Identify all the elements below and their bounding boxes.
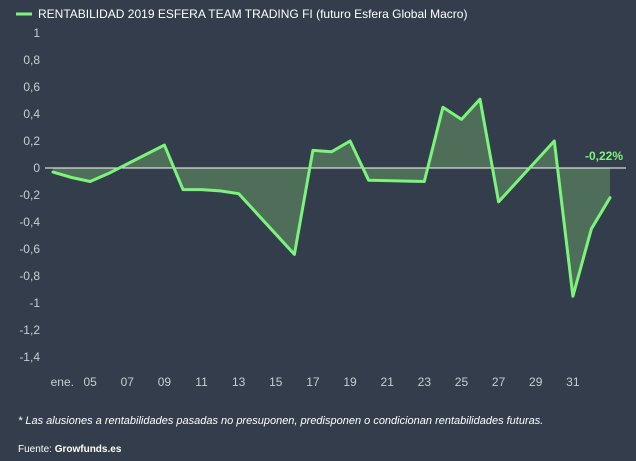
plot-area: -0,22% xyxy=(45,97,626,298)
series-area xyxy=(53,99,610,297)
data-point xyxy=(348,139,352,143)
last-value-label: -0,22% xyxy=(585,149,623,163)
y-tick-label: -1,4 xyxy=(19,350,40,364)
data-point xyxy=(88,180,92,184)
y-tick-label: -0,4 xyxy=(19,215,40,229)
y-tick-label: -0,6 xyxy=(19,242,40,256)
x-tick-label: 27 xyxy=(492,375,506,389)
source-line: Fuente: Growfunds.es xyxy=(18,444,121,455)
data-point xyxy=(478,97,482,101)
y-tick-label: 1 xyxy=(33,26,40,40)
y-tick-label: 0,4 xyxy=(23,107,40,121)
y-tick-label: -1,2 xyxy=(19,323,40,337)
y-tick-label: 0,6 xyxy=(23,80,40,94)
data-point xyxy=(311,148,315,152)
data-point xyxy=(459,117,463,121)
data-point xyxy=(292,252,296,256)
x-tick-label: 05 xyxy=(83,375,97,389)
x-tick-label: 15 xyxy=(269,375,283,389)
data-point xyxy=(497,200,501,204)
x-tick-label: 19 xyxy=(343,375,357,389)
data-point xyxy=(608,196,612,200)
y-axis: 1 0,8 0,6 0,4 0,2 0 -0,2 -0,4 -0,6 -0,8 -1 -1,2 -1,4 xyxy=(19,26,40,364)
x-tick-label: ene. xyxy=(51,375,74,389)
data-point xyxy=(200,188,204,192)
data-point xyxy=(70,175,74,179)
data-point xyxy=(552,139,556,143)
data-point xyxy=(181,188,185,192)
data-point xyxy=(571,294,575,298)
y-tick-label: 0,8 xyxy=(23,53,40,67)
x-tick-label: 21 xyxy=(381,375,395,389)
x-tick-label: 29 xyxy=(529,375,543,389)
data-point xyxy=(330,150,334,154)
data-point xyxy=(367,178,371,182)
y-tick-label: 0,2 xyxy=(23,134,40,148)
y-tick-label: -1 xyxy=(29,296,40,310)
data-point xyxy=(422,180,426,184)
x-axis: ene. 05 07 09 11 13 15 17 19 21 23 25 27 29 31 xyxy=(51,375,580,389)
data-point xyxy=(51,170,55,174)
x-tick-label: 23 xyxy=(418,375,432,389)
x-tick-label: 13 xyxy=(232,375,246,389)
data-point xyxy=(237,192,241,196)
x-tick-label: 31 xyxy=(566,375,580,389)
y-tick-label: 0 xyxy=(33,161,40,175)
x-tick-label: 17 xyxy=(306,375,320,389)
data-point xyxy=(441,105,445,109)
legend-label: RENTABILIDAD 2019 ESFERA TEAM TRADING FI… xyxy=(38,7,467,21)
series-line xyxy=(51,97,612,298)
x-tick-label: 25 xyxy=(455,375,469,389)
data-point xyxy=(107,171,111,175)
source-name: Growfunds.es xyxy=(54,444,122,455)
x-tick-label: 11 xyxy=(195,375,208,389)
data-point xyxy=(589,227,593,231)
x-tick-label: 07 xyxy=(121,375,135,389)
data-point xyxy=(162,143,166,147)
source-prefix: Fuente: xyxy=(18,444,55,455)
x-tick-label: 09 xyxy=(158,375,172,389)
y-tick-label: -0,8 xyxy=(19,269,40,283)
disclaimer-text: * Las alusiones a rentabilidades pasadas… xyxy=(18,415,544,427)
y-tick-label: -0,2 xyxy=(19,188,40,202)
legend: RENTABILIDAD 2019 ESFERA TEAM TRADING FI… xyxy=(16,7,467,21)
data-point xyxy=(218,189,222,193)
